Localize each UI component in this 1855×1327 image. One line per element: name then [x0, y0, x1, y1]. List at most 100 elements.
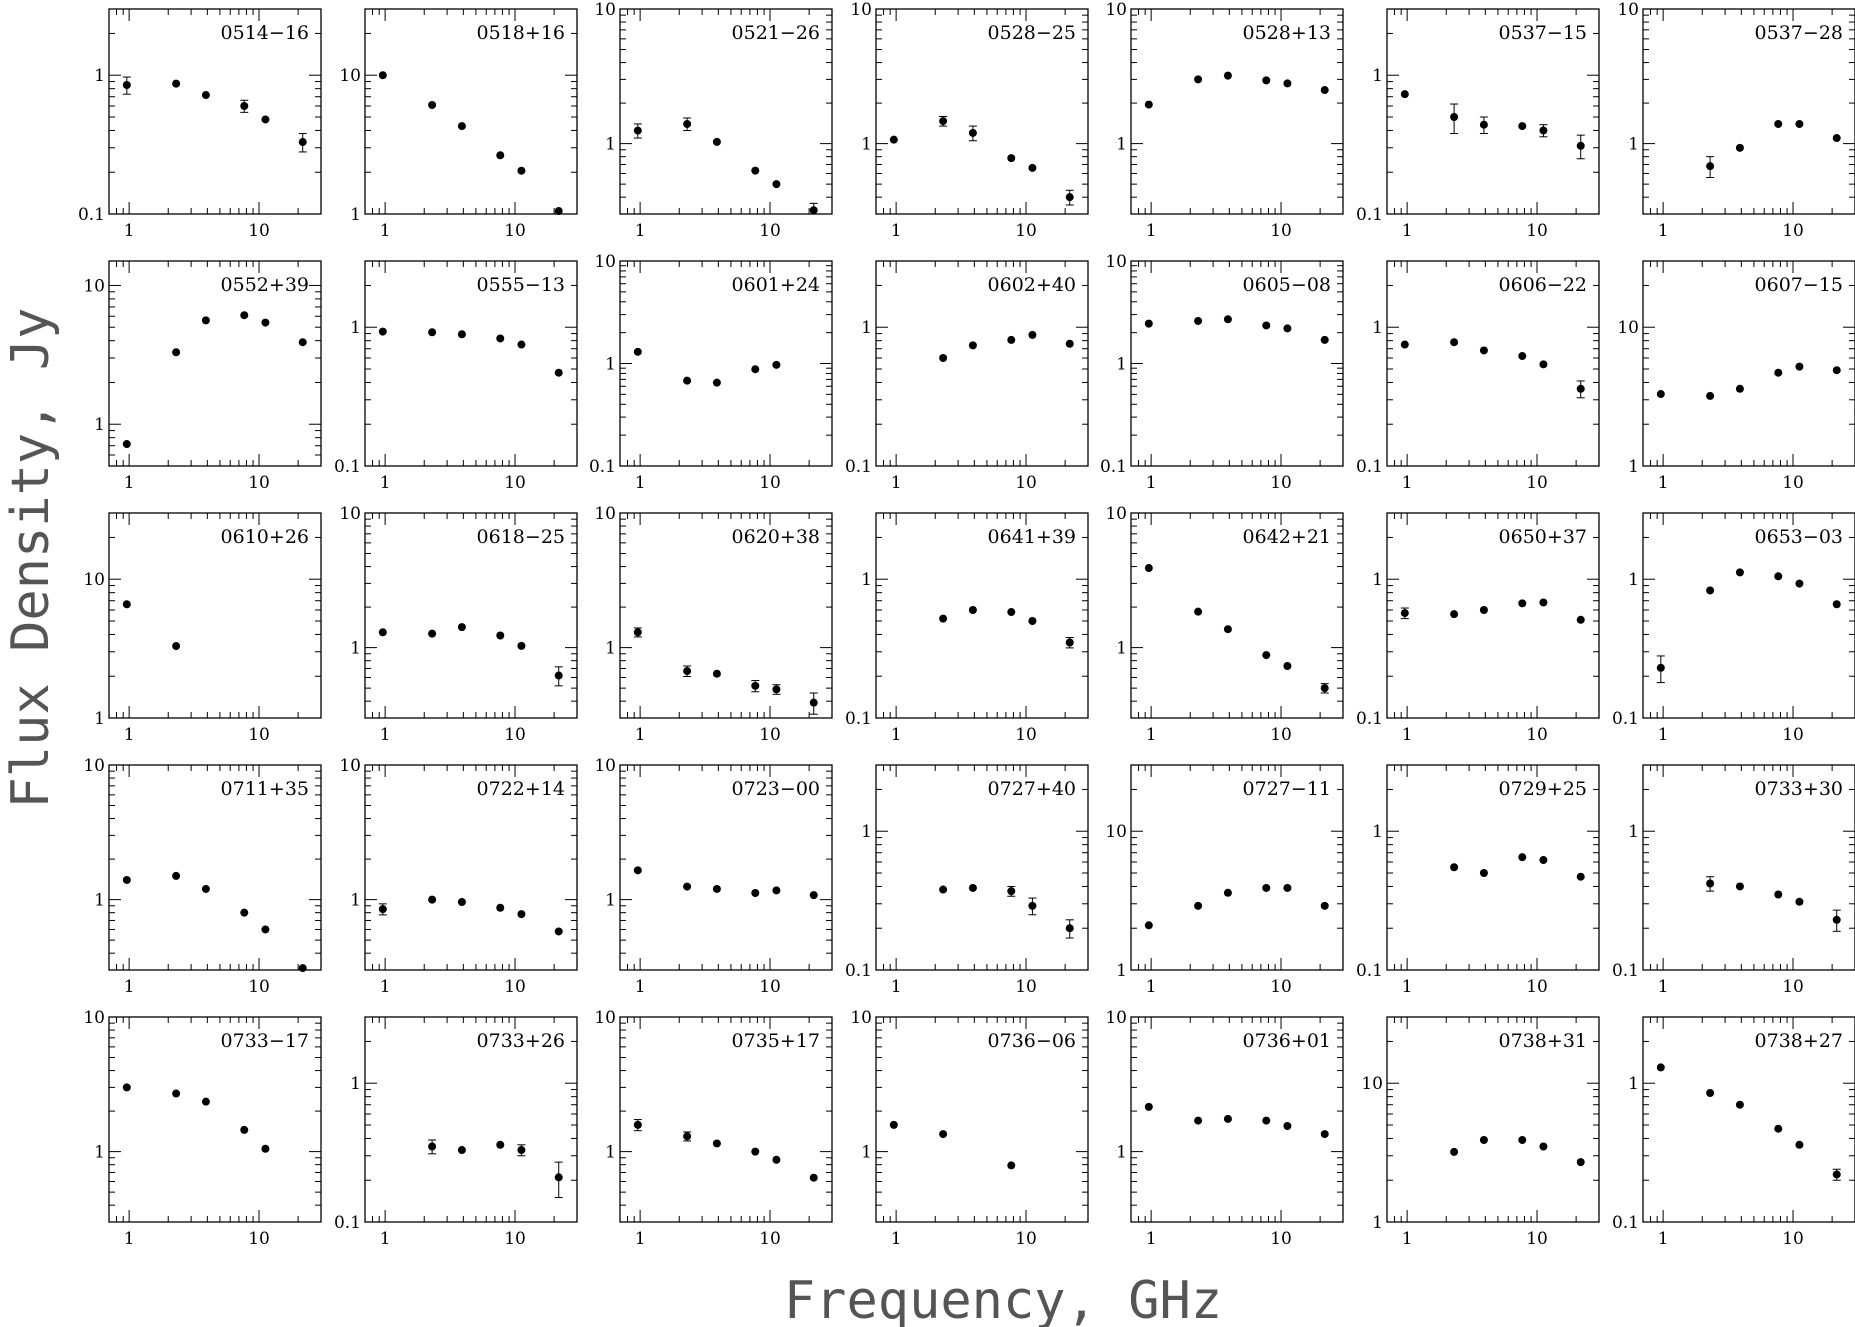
x-tick-label: 10	[1270, 1229, 1292, 1249]
source-panel: 1 10 1 10 0528−25	[850, 0, 1089, 241]
data-point	[1539, 360, 1548, 369]
panel-frame	[1642, 1016, 1855, 1223]
source-name: 0733+26	[477, 1030, 565, 1052]
data-point	[1795, 579, 1804, 588]
source-panel: 1 10 0.1 1 0727+40	[845, 764, 1089, 997]
source-name: 0733−17	[221, 1030, 309, 1052]
data-point	[122, 440, 131, 449]
y-tick-label: 1	[1628, 1074, 1639, 1094]
y-tick-label: 0.1	[845, 457, 872, 477]
source-panel: 1 10 0.1 1 0555−13	[334, 260, 578, 493]
y-axis-title: Flux Density, Jy	[1, 308, 61, 809]
source-name: 0518+16	[477, 22, 565, 44]
y-tick-label: 10	[850, 1008, 872, 1028]
data-point	[378, 628, 387, 637]
data-point	[889, 135, 898, 144]
source-panel: 1 10 0.1 1 0606−22	[1356, 260, 1600, 493]
panel-frame	[108, 1016, 322, 1223]
data-point	[1065, 339, 1074, 348]
x-tick-label: 10	[1526, 725, 1548, 745]
y-tick-label: 1	[350, 1074, 361, 1094]
x-tick-label: 1	[1146, 473, 1157, 493]
data-point	[457, 1146, 466, 1155]
y-tick-label: 10	[339, 504, 361, 524]
y-tick-label: 10	[850, 0, 872, 20]
data-point	[378, 327, 387, 336]
data-point	[457, 623, 466, 632]
data-point	[1194, 75, 1203, 84]
x-tick-label: 1	[635, 221, 646, 241]
data-point	[122, 81, 131, 90]
data-point	[751, 888, 760, 897]
data-point	[201, 316, 210, 325]
y-tick-label: 10	[1105, 504, 1127, 524]
data-point	[1832, 366, 1841, 375]
source-name: 0605−08	[1243, 274, 1331, 296]
data-point	[712, 378, 721, 387]
data-point	[1223, 315, 1232, 324]
x-tick-label: 10	[1782, 725, 1804, 745]
panel-frame	[1642, 764, 1855, 971]
data-point	[633, 628, 642, 637]
x-tick-label: 10	[504, 221, 526, 241]
source-name: 0601+24	[732, 274, 820, 296]
data-point	[1144, 1102, 1153, 1111]
x-tick-label: 1	[380, 473, 391, 493]
source-panel: 1 10 1 10 0521−26	[594, 0, 833, 241]
x-tick-label: 10	[1015, 221, 1037, 241]
data-point	[1262, 321, 1271, 330]
data-point	[1194, 901, 1203, 910]
x-tick-label: 1	[891, 221, 902, 241]
source-panel: 1 10 0.1 1 0641+39	[845, 512, 1089, 745]
x-tick-label: 1	[891, 473, 902, 493]
x-tick-label: 10	[1782, 473, 1804, 493]
x-tick-label: 10	[759, 1229, 781, 1249]
y-tick-label: 10	[1617, 0, 1639, 20]
data-point	[517, 340, 526, 349]
source-panel: 1 10 0.1 1 0729+25	[1356, 764, 1600, 997]
y-tick-label: 0.1	[1612, 961, 1639, 981]
data-point	[428, 101, 437, 110]
panel-frame	[364, 512, 578, 719]
panel-frame	[1130, 8, 1344, 215]
data-point	[1320, 86, 1329, 95]
x-tick-label: 1	[124, 473, 135, 493]
y-tick-label: 1	[861, 570, 872, 590]
data-point	[1007, 608, 1016, 617]
data-point	[1774, 119, 1783, 128]
data-point	[939, 117, 948, 126]
data-point	[1320, 335, 1329, 344]
y-tick-label: 1	[1628, 570, 1639, 590]
data-point	[1706, 391, 1715, 400]
data-point	[809, 891, 818, 900]
x-tick-label: 1	[1402, 725, 1413, 745]
data-point	[1795, 119, 1804, 128]
panel-frame	[1642, 260, 1855, 467]
data-point	[1576, 141, 1585, 150]
y-tick-label: 10	[1105, 0, 1127, 20]
data-point	[1774, 572, 1783, 581]
y-tick-label: 10	[1105, 822, 1127, 842]
data-point	[554, 671, 563, 680]
data-point	[201, 1097, 210, 1106]
x-tick-label: 10	[504, 977, 526, 997]
data-point	[1832, 915, 1841, 924]
source-name: 0733+30	[1755, 778, 1843, 800]
data-point	[1320, 684, 1329, 693]
y-tick-label: 10	[339, 66, 361, 86]
y-tick-label: 0.1	[1356, 961, 1383, 981]
x-tick-label: 1	[1658, 725, 1669, 745]
data-point	[517, 910, 526, 919]
data-point	[1194, 1116, 1203, 1125]
y-tick-label: 1	[350, 891, 361, 911]
data-point	[633, 1120, 642, 1129]
y-tick-label: 1	[861, 1143, 872, 1163]
y-tick-label: 1	[94, 891, 105, 911]
y-tick-label: 1	[861, 822, 872, 842]
data-point	[939, 614, 948, 623]
data-point	[1795, 362, 1804, 371]
data-point	[1283, 324, 1292, 333]
data-point	[378, 71, 387, 80]
data-point	[1028, 616, 1037, 625]
